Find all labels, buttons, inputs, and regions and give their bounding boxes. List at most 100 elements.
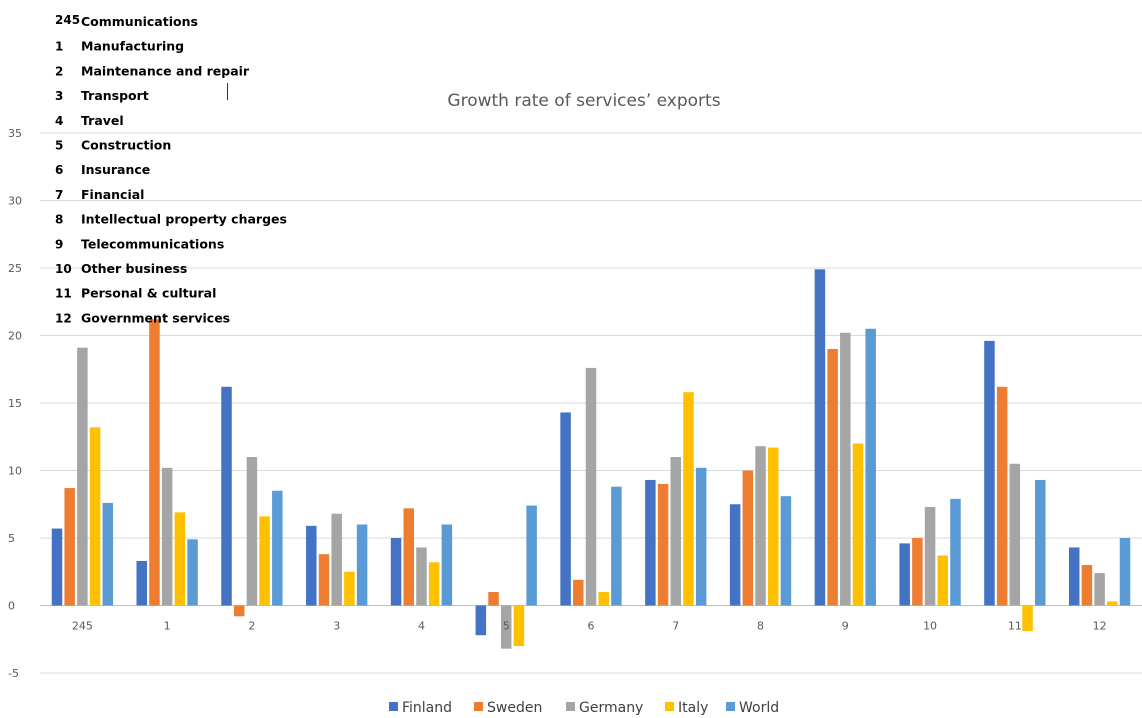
bar-sweden [996, 386, 1008, 606]
y-axis-ticks: -5 0 5 10 15 20 25 30 35 [8, 127, 22, 680]
chart-title: Growth rate of services’ exports [447, 91, 720, 111]
bar-germany [416, 547, 427, 606]
key-code: 2 [55, 64, 63, 78]
y-tick-label: 35 [8, 127, 22, 140]
bar-sweden [318, 554, 330, 606]
bar-finland [1068, 547, 1080, 606]
key-name: Insurance [81, 162, 150, 177]
bar-finland [899, 543, 910, 606]
bar-finland [814, 269, 826, 606]
key-code: 10 [55, 262, 72, 276]
bar-italy [344, 571, 355, 606]
bar-world [950, 498, 961, 606]
bar-sweden [233, 605, 245, 617]
bar-italy [428, 562, 440, 606]
bar-world [356, 524, 368, 606]
bar-germany [1094, 573, 1105, 606]
bar-germany [161, 467, 173, 606]
y-tick-label: -5 [8, 667, 19, 680]
key-code: 1 [55, 40, 63, 54]
y-tick-label: 30 [8, 195, 22, 208]
legend-swatch [665, 702, 674, 711]
key-name: Travel [81, 113, 124, 128]
y-tick-label: 15 [8, 397, 22, 410]
bar-italy [89, 427, 101, 606]
x-tick-label: 4 [418, 620, 425, 633]
key-code: 5 [55, 139, 63, 153]
bar-sweden [64, 488, 75, 606]
key-code: 3 [55, 89, 63, 103]
x-tick-label: 5 [503, 620, 510, 633]
bar-world [780, 496, 792, 606]
bar-finland [306, 525, 317, 606]
key-code: 7 [55, 188, 63, 202]
bar-italy [174, 512, 186, 606]
key-name: Personal & cultural [81, 286, 216, 301]
x-tick-label: 245 [72, 620, 93, 633]
bar-world [272, 490, 283, 606]
legend-label: Sweden [487, 700, 542, 716]
bar-sweden [403, 508, 415, 606]
bar-finland [136, 560, 148, 606]
bar-world [526, 505, 537, 606]
bar-sweden [573, 579, 584, 606]
bar-italy [259, 516, 270, 606]
x-tick-label: 8 [757, 620, 764, 633]
bar-italy [767, 447, 779, 606]
key-name: Transport [81, 88, 149, 103]
legend-swatch [474, 702, 483, 711]
bar-world [1034, 479, 1046, 606]
key-name: Communications [81, 14, 198, 29]
bar-germany [840, 332, 851, 606]
key-code: 4 [55, 114, 63, 128]
y-tick-label: 5 [8, 532, 15, 545]
bar-germany [246, 457, 258, 606]
key-code: 11 [55, 287, 72, 301]
bar-italy [1022, 605, 1033, 632]
legend-label: Finland [402, 700, 452, 716]
key-name: Government services [81, 310, 230, 325]
legend-label: Italy [678, 700, 708, 716]
bar-world [441, 524, 453, 606]
bar-germany [924, 506, 936, 606]
key-name: Maintenance and repair [81, 63, 250, 78]
legend-swatch [389, 702, 398, 711]
key-code: 12 [55, 311, 72, 325]
key-name: Other business [81, 261, 187, 276]
bar-germany [77, 347, 88, 606]
bar-italy [598, 592, 609, 606]
legend-swatch [726, 702, 735, 711]
x-tick-label: 12 [1093, 620, 1107, 633]
key-code: 6 [55, 163, 63, 177]
bar-sweden [488, 592, 499, 606]
x-tick-label: 3 [333, 620, 340, 633]
bar-world [1119, 538, 1131, 606]
bar-world [102, 502, 114, 606]
bar-sweden [657, 484, 669, 606]
bar-italy [1107, 601, 1118, 606]
bar-italy [513, 605, 525, 646]
legend-label: Germany [579, 700, 643, 716]
bar-finland [729, 504, 741, 606]
bar-italy [683, 392, 694, 606]
bar-italy [852, 443, 864, 606]
bar-germany [670, 457, 682, 606]
bar-germany [331, 513, 342, 606]
x-axis-ticks: 245 1 2 3 4 5 6 7 8 9 10 11 12 [72, 620, 1107, 633]
bar-germany [1009, 463, 1021, 606]
key-name: Telecommunications [81, 236, 224, 251]
bar-finland [984, 340, 995, 606]
key-name: Intellectual property charges [81, 212, 287, 227]
key-code: 9 [55, 237, 63, 251]
bar-finland [475, 605, 487, 636]
bar-finland [390, 538, 402, 606]
bar-finland [645, 479, 656, 606]
x-tick-label: 6 [588, 620, 595, 633]
category-key: 245 Communications 1 Manufacturing 2 Maintena… [55, 13, 287, 325]
x-tick-label: 1 [164, 620, 171, 633]
x-tick-label: 11 [1008, 620, 1022, 633]
bars [51, 269, 1131, 649]
key-code: 245 [55, 13, 80, 27]
bar-finland [221, 386, 232, 606]
